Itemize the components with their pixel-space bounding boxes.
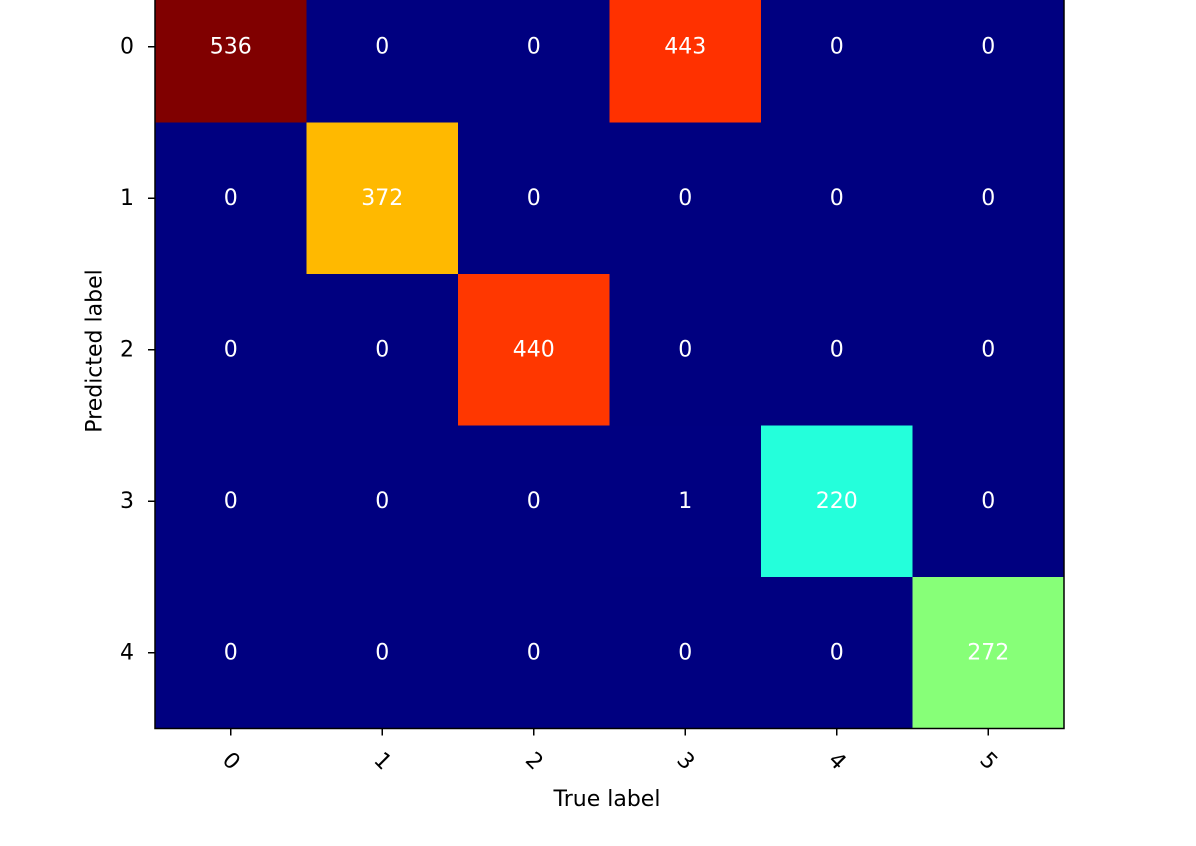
cell-value-r3-c3: 1 [678,489,692,514]
heatmap-cell-r2-c0 [155,274,307,426]
cell-value-r0-c3: 443 [664,34,706,59]
x-axis-ticks: 0 1 2 3 4 5 [217,728,1002,776]
heatmap-cell-r2-c4 [761,274,913,426]
cell-value-r4-c1: 0 [375,640,389,665]
x-tick-label-0: 0 [217,748,245,776]
heatmap-cell-r1-c1 [306,122,459,275]
x-tick-label-5: 5 [974,748,1002,776]
heatmap-cell-r3-c4 [761,425,913,578]
heatmap-cell-r0-c0 [155,0,307,123]
x-tick-label-1: 1 [368,748,396,776]
y-axis-ticks: 0 1 2 3 4 [120,34,155,665]
heatmap-cell-r0-c1 [306,0,459,123]
cell-value-r2-c1: 0 [375,337,389,362]
y-tick-label-2: 2 [120,337,134,362]
cell-value-r3-c4: 220 [816,489,858,514]
cell-value-r4-c4: 0 [830,640,844,665]
heatmap-cell-r1-c5 [912,122,1065,275]
heatmap-cell-r2-c3 [609,274,762,426]
cell-value-r1-c1: 372 [361,186,403,211]
heatmap-cell-r1-c4 [761,122,913,275]
heatmap-cell-r4-c5 [912,577,1065,729]
cell-value-r1-c2: 0 [527,186,541,211]
cell-value-r2-c2: 440 [513,337,555,362]
cell-value-r0-c0: 536 [210,34,252,59]
heatmap-cell-r1-c2 [458,122,610,275]
heatmap-cell-r3-c3 [609,425,762,578]
cell-value-r1-c5: 0 [981,186,995,211]
cell-value-r4-c3: 0 [678,640,692,665]
heatmap-cell-r4-c0 [155,577,307,729]
x-tick-label-4: 4 [823,748,851,776]
heatmap-cell-r3-c0 [155,425,307,578]
heatmap-cell-r1-c0 [155,122,307,275]
heatmap-cell-r2-c5 [912,274,1065,426]
x-tick-label-2: 2 [520,748,548,776]
x-axis-title: True label [553,787,661,812]
heatmap-cells [155,0,1065,729]
cell-value-r0-c1: 0 [375,34,389,59]
y-tick-label-0: 0 [120,34,134,59]
cell-value-r0-c4: 0 [830,34,844,59]
heatmap-cell-r0-c4 [761,0,913,123]
heatmap-cell-r4-c3 [609,577,762,729]
heatmap-cell-r4-c2 [458,577,610,729]
cell-value-r1-c4: 0 [830,186,844,211]
heatmap-cell-r2-c2 [458,274,610,426]
heatmap-cell-r4-c1 [306,577,459,729]
y-tick-label-1: 1 [120,186,134,211]
cell-value-r3-c1: 0 [375,489,389,514]
heatmap-cell-r4-c4 [761,577,913,729]
heatmap-cell-labels: 536 0 0 443 0 0 0 372 0 0 0 0 0 0 440 0 0 0 0 0 0 1 220 0 0 0 0 0 0 2… [210,34,1010,665]
y-axis-title: Predicted label [83,269,108,432]
y-tick-label-4: 4 [120,640,134,665]
cell-value-r3-c2: 0 [527,489,541,514]
cell-value-r2-c5: 0 [981,337,995,362]
heatmap-cell-r2-c1 [306,274,459,426]
x-tick-label-3: 3 [671,748,699,776]
y-tick-label-3: 3 [120,489,134,514]
heatmap-cell-r3-c1 [306,425,459,578]
cell-value-r3-c5: 0 [981,489,995,514]
cell-value-r1-c0: 0 [224,186,238,211]
cell-value-r4-c5: 272 [967,640,1009,665]
cell-value-r2-c0: 0 [224,337,238,362]
heatmap-cell-r0-c5 [912,0,1065,123]
heatmap-cell-r3-c2 [458,425,610,578]
cell-value-r4-c0: 0 [224,640,238,665]
cell-value-r2-c3: 0 [678,337,692,362]
heatmap-cell-r0-c2 [458,0,610,123]
cell-value-r4-c2: 0 [527,640,541,665]
cell-value-r0-c5: 0 [981,34,995,59]
cell-value-r0-c2: 0 [527,34,541,59]
heatmap-cell-r0-c3 [609,0,762,123]
cell-value-r1-c3: 0 [678,186,692,211]
cell-value-r3-c0: 0 [224,489,238,514]
heatmap-cell-r3-c5 [912,425,1065,578]
cell-value-r2-c4: 0 [830,337,844,362]
heatmap-cell-r1-c3 [609,122,762,275]
